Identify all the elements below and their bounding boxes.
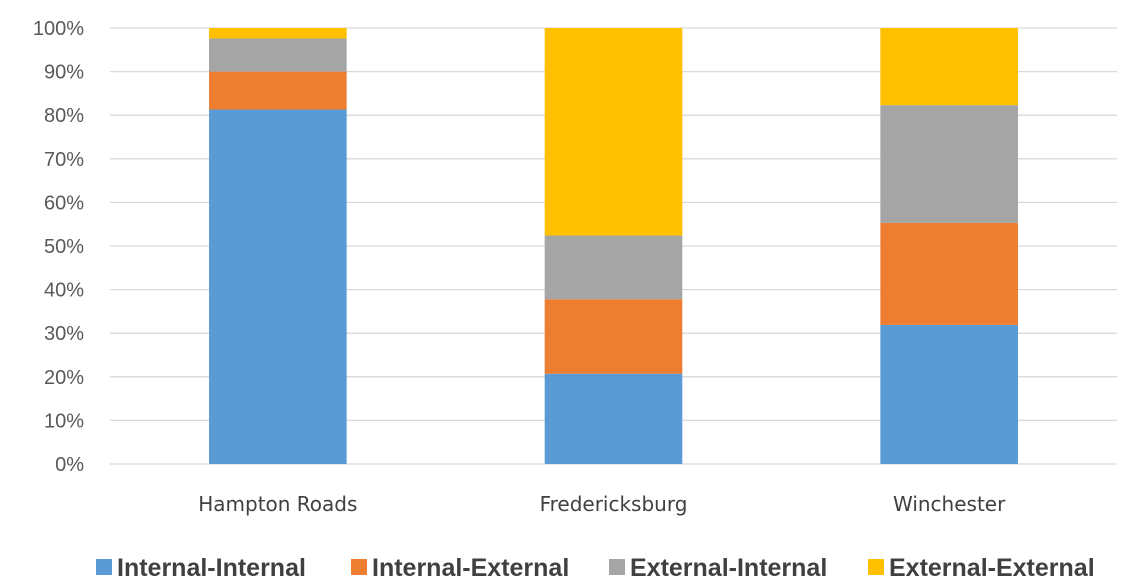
legend-swatch <box>96 559 112 575</box>
bars <box>209 28 1018 465</box>
y-tick-label: 10% <box>44 410 84 432</box>
bar-segment-internal-external <box>880 222 1018 325</box>
y-tick-label: 90% <box>44 62 84 84</box>
x-axis: Hampton Roads Fredericksburg Winchester <box>198 492 1006 516</box>
bar-segment-internal-internal <box>209 109 347 465</box>
y-axis: 0% 10% 20% 30% 40% 50% 60% 70% 80% 90% 100% <box>33 18 84 476</box>
y-tick-label: 60% <box>44 192 84 214</box>
legend-swatch <box>609 559 625 575</box>
legend-swatch <box>351 559 367 575</box>
bar-segment-external-internal <box>209 38 347 72</box>
y-tick-label: 100% <box>33 18 84 40</box>
legend-label: External-External <box>889 554 1095 582</box>
y-tick-label: 20% <box>44 367 84 389</box>
y-tick-label: 70% <box>44 149 84 171</box>
bar-segment-internal-internal <box>544 373 683 464</box>
bar-segment-internal-external <box>209 71 347 110</box>
legend-swatch <box>868 559 884 575</box>
bar-segment-external-external <box>880 28 1018 106</box>
x-category-label: Hampton Roads <box>198 492 357 516</box>
bar-segment-external-internal <box>544 235 683 300</box>
x-category-label: Fredericksburg <box>540 492 688 516</box>
bar-segment-internal-external <box>544 299 683 374</box>
legend-label: Internal-Internal <box>117 554 306 582</box>
legend-label: External-Internal <box>630 554 827 582</box>
y-tick-label: 80% <box>44 105 84 127</box>
y-tick-label: 0% <box>55 454 84 476</box>
y-tick-label: 50% <box>44 236 84 258</box>
bar-segment-internal-internal <box>880 324 1018 464</box>
bar-segment-external-external <box>209 28 347 39</box>
bar-segment-external-internal <box>880 105 1018 223</box>
y-tick-label: 30% <box>44 323 84 345</box>
x-category-label: Winchester <box>893 492 1006 516</box>
y-tick-label: 40% <box>44 280 84 302</box>
bar-segment-external-external <box>544 28 683 236</box>
legend-label: Internal-External <box>372 554 569 582</box>
legend: Internal-Internal Internal-External Extern… <box>96 554 1095 582</box>
